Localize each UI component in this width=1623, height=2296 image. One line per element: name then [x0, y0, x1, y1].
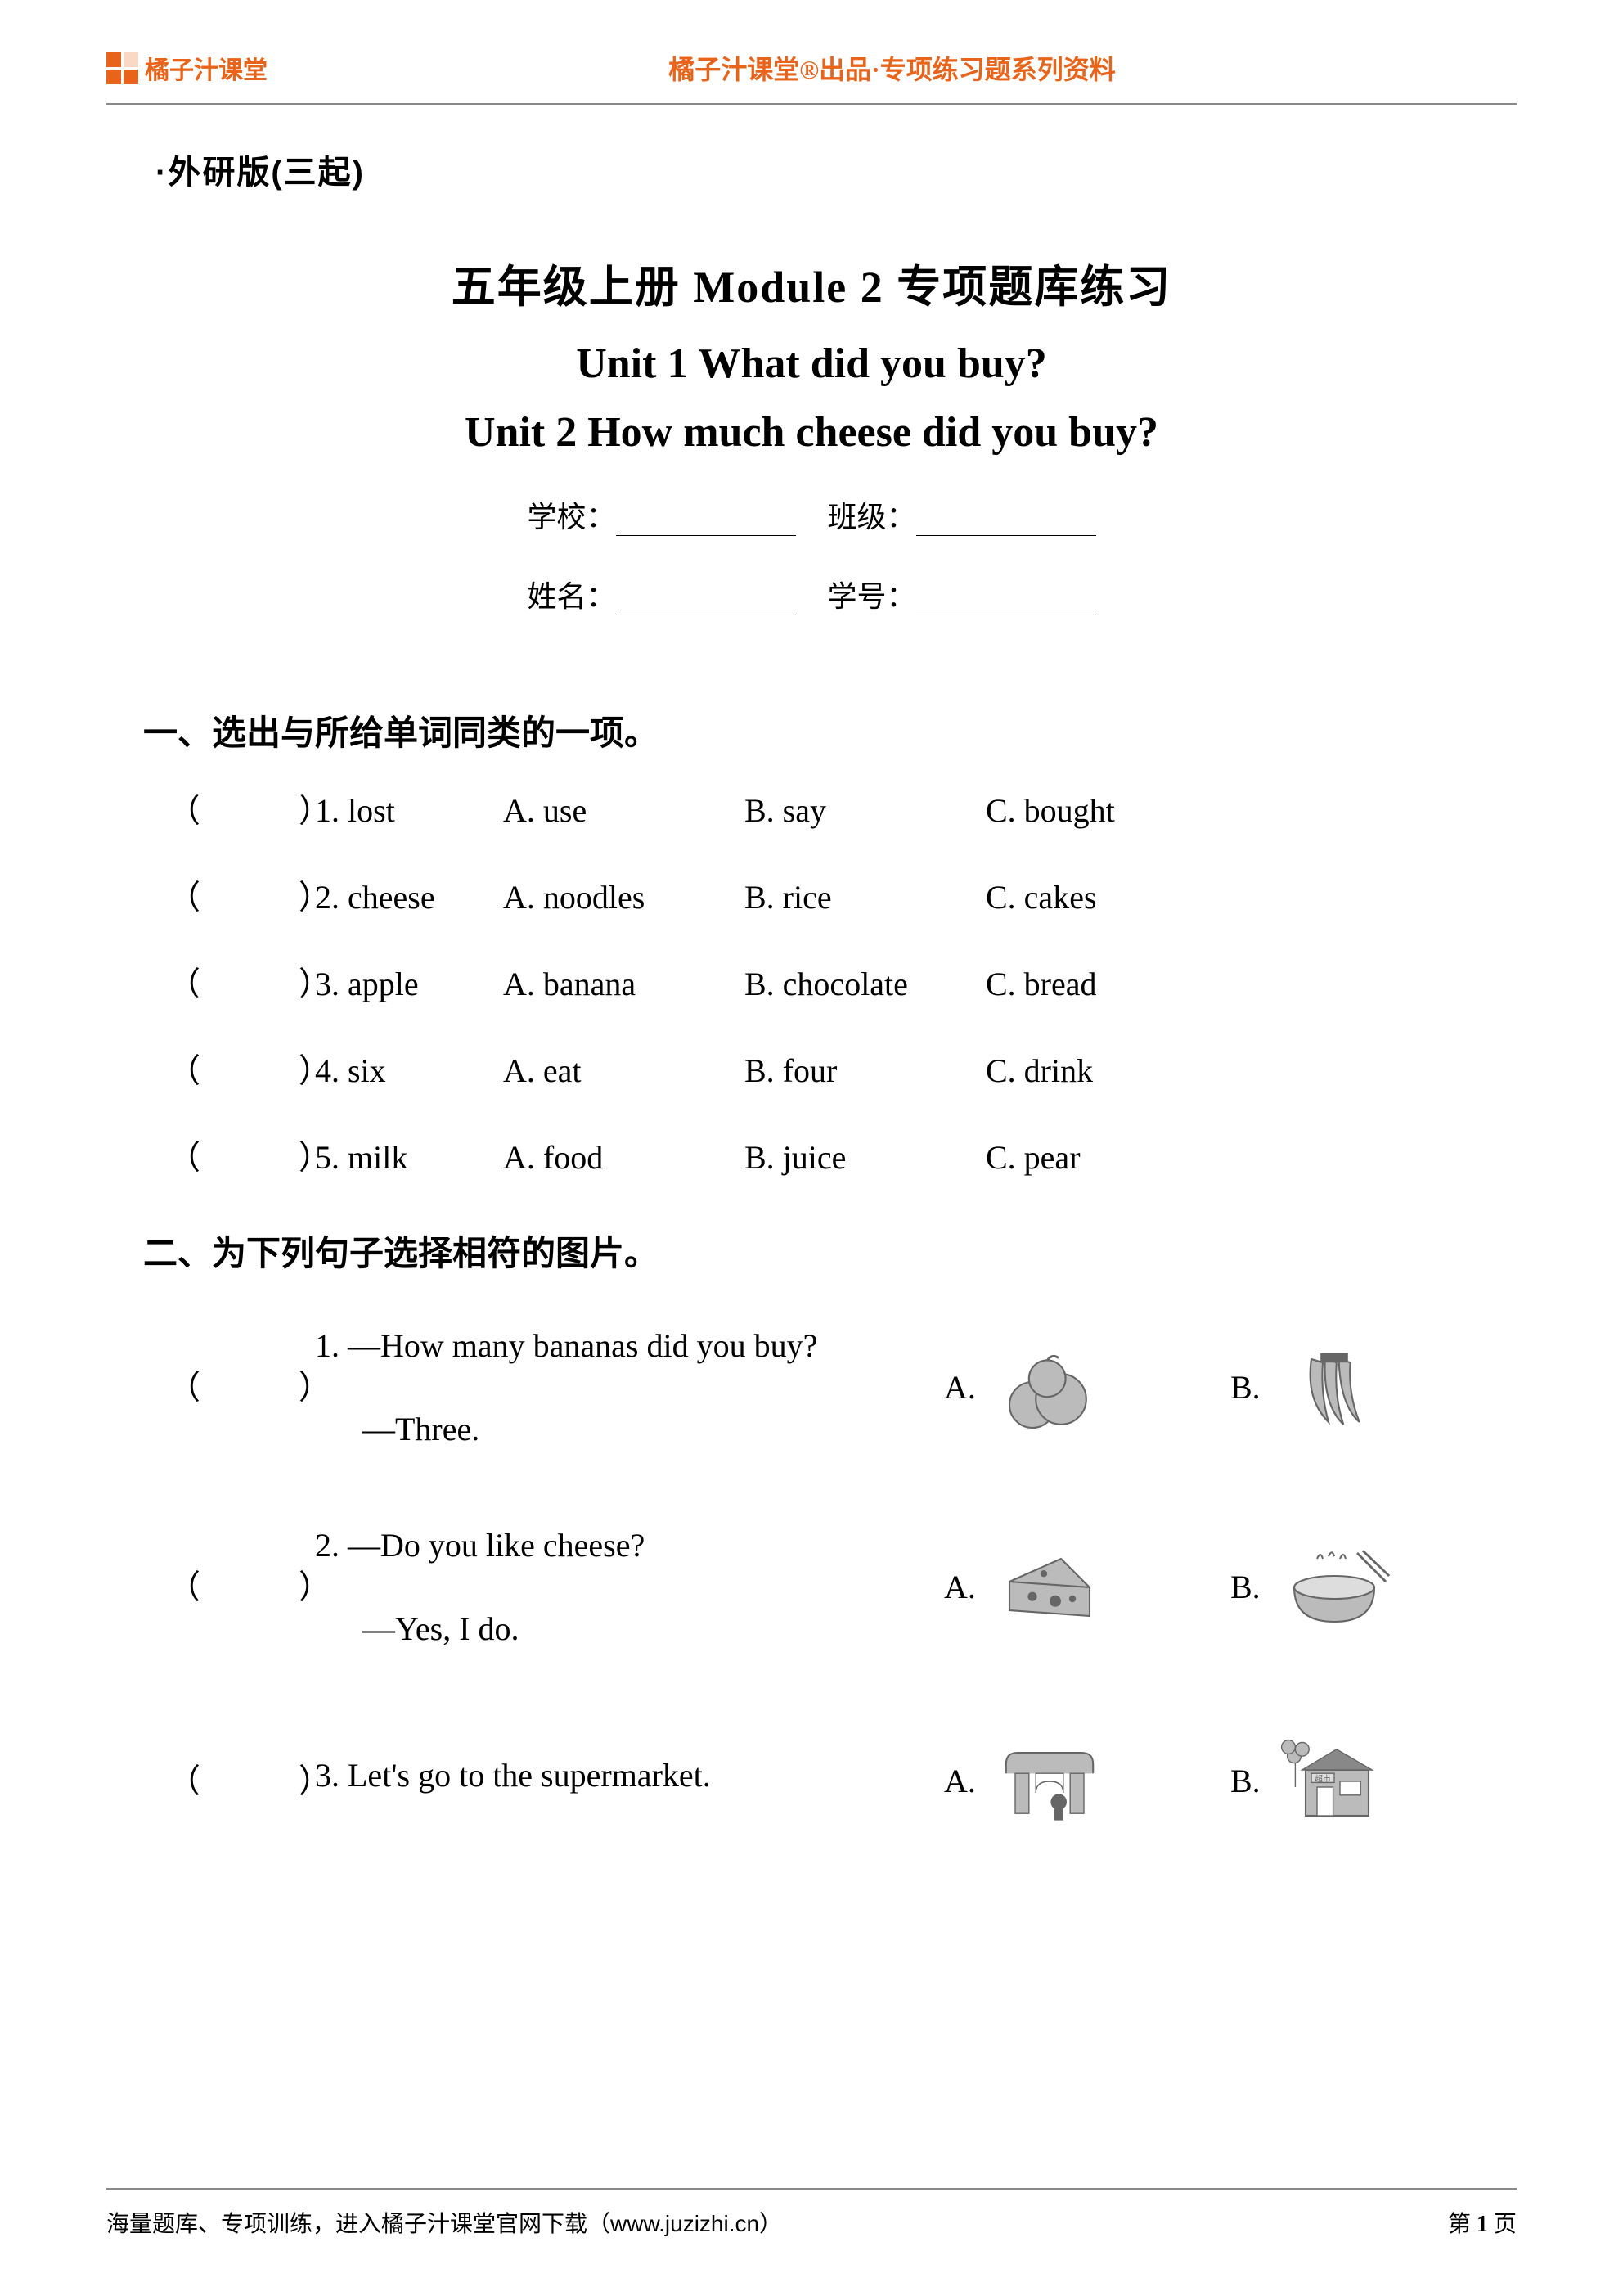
option-c: C. bread: [986, 953, 1174, 1015]
option-a: A. food: [503, 1127, 744, 1189]
question-word: 2. cheese: [315, 867, 503, 929]
question-row: （ ） 3. apple A. banana B. chocolate C. b…: [168, 953, 1517, 1015]
page-footer: 海量题库、专项训练，进入橘子汁课堂官网下载（www.juzizhi.cn） 第 …: [106, 2188, 1517, 2239]
option-a-col: A.: [944, 1538, 1230, 1636]
answer-blank[interactable]: （ ）: [168, 1558, 315, 1617]
picture-question-row: （ ） 1. —How many bananas did you buy? —T…: [168, 1317, 1517, 1459]
section-2-questions: （ ） 1. —How many bananas did you buy? —T…: [106, 1317, 1517, 1830]
option-b-label: B.: [1230, 1558, 1261, 1617]
option-a: A. eat: [503, 1040, 744, 1102]
option-a-label: A.: [944, 1358, 976, 1417]
cheese-icon: [992, 1538, 1107, 1636]
option-b: B. juice: [744, 1127, 986, 1189]
school-field: 学校：: [527, 493, 795, 536]
answer-blank[interactable]: （ ）: [168, 953, 315, 1015]
answer-blank[interactable]: （ ）: [168, 1752, 315, 1811]
option-b: B. four: [744, 1040, 986, 1102]
option-b-col: B.: [1230, 1339, 1517, 1437]
oranges-icon: [992, 1339, 1107, 1437]
question-word: 5. milk: [315, 1127, 503, 1189]
question-sentence: 2. —Do you like cheese?: [315, 1516, 944, 1575]
footer-left: 海量题库、专项训练，进入橘子汁课堂官网下载（www.juzizhi.cn）: [106, 2206, 782, 2239]
question-sentence: 3. Let's go to the supermarket.: [315, 1746, 944, 1805]
answer-blank[interactable]: （ ）: [168, 1358, 315, 1417]
id-field: 学号：: [828, 573, 1096, 615]
section-1-title: 一、选出与所给单词同类的一项。: [143, 705, 1517, 755]
question-row: （ ） 2. cheese A. noodles B. rice C. cake…: [168, 867, 1517, 929]
question-reply: —Yes, I do.: [362, 1600, 944, 1659]
question-word: 4. six: [315, 1040, 503, 1102]
option-a-label: A.: [944, 1752, 976, 1811]
option-a: A. noodles: [503, 867, 744, 929]
bananas-icon: [1277, 1339, 1391, 1437]
question-row: （ ） 5. milk A. food B. juice C. pear: [168, 1127, 1517, 1189]
question-text-block: 2. —Do you like cheese? —Yes, I do.: [315, 1516, 944, 1659]
answer-blank[interactable]: （ ）: [168, 1040, 315, 1102]
unit-2-title: Unit 2 How much cheese did you buy?: [106, 408, 1517, 457]
question-text-block: 1. —How many bananas did you buy? —Three…: [315, 1317, 944, 1459]
page-header: 橘子汁课堂 橘子汁课堂®出品·专项练习题系列资料: [106, 49, 1517, 105]
option-c: C. bought: [986, 780, 1174, 842]
class-field: 班级：: [828, 493, 1096, 536]
logo-icon: [106, 52, 138, 84]
student-info-row-1: 学校： 班级：: [106, 493, 1517, 536]
class-label: 班级：: [828, 501, 916, 533]
gate-icon: [992, 1732, 1107, 1830]
option-a-col: A.: [944, 1732, 1230, 1830]
footer-page-number: 第 1 页: [1448, 2206, 1517, 2239]
worksheet-page: 橘子汁课堂 橘子汁课堂®出品·专项练习题系列资料 ·外研版(三起) 五年级上册 …: [0, 0, 1623, 2296]
school-label: 学校：: [527, 501, 615, 533]
brand-logo: 橘子汁课堂: [106, 50, 268, 86]
option-b-label: B.: [1230, 1752, 1261, 1811]
svg-text:超市: 超市: [1315, 1773, 1331, 1784]
option-a-col: A.: [944, 1339, 1230, 1437]
question-row: （ ） 4. six A. eat B. four C. drink: [168, 1040, 1517, 1102]
question-word: 3. apple: [315, 953, 503, 1015]
name-label: 姓名：: [527, 580, 615, 613]
supermarket-icon: 超市: [1277, 1732, 1391, 1830]
version-note: ·外研版(三起): [155, 146, 1517, 193]
picture-question-row: （ ） 3. Let's go to the supermarket. A. B…: [168, 1732, 1517, 1830]
section-2-title: 二、为下列句子选择相符的图片。: [143, 1226, 1517, 1276]
answer-blank[interactable]: （ ）: [168, 780, 315, 842]
option-a: A. use: [503, 780, 744, 842]
unit-1-title: Unit 1 What did you buy?: [106, 340, 1517, 388]
option-a-label: A.: [944, 1558, 976, 1617]
header-title: 橘子汁课堂®出品·专项练习题系列资料: [668, 49, 1116, 87]
id-blank[interactable]: [916, 591, 1096, 615]
class-blank[interactable]: [916, 511, 1096, 536]
option-b: B. say: [744, 780, 986, 842]
question-sentence: 1. —How many bananas did you buy?: [315, 1317, 944, 1375]
question-text-block: 3. Let's go to the supermarket.: [315, 1746, 944, 1817]
picture-question-row: （ ） 2. —Do you like cheese? —Yes, I do. …: [168, 1516, 1517, 1659]
name-field: 姓名：: [527, 573, 795, 615]
option-b: B. chocolate: [744, 953, 986, 1015]
question-reply: —Three.: [362, 1400, 944, 1459]
option-c: C. drink: [986, 1040, 1174, 1102]
brand-text: 橘子汁课堂: [145, 50, 268, 86]
option-c: C. pear: [986, 1127, 1174, 1189]
document-title: 五年级上册 Module 2 专项题库练习: [106, 250, 1517, 315]
question-row: （ ） 1. lost A. use B. say C. bought: [168, 780, 1517, 842]
option-b-col: B. 超市: [1230, 1732, 1517, 1830]
section-1-questions: （ ） 1. lost A. use B. say C. bought （ ） …: [106, 780, 1517, 1189]
question-word: 1. lost: [315, 780, 503, 842]
option-a: A. banana: [503, 953, 744, 1015]
student-info-row-2: 姓名： 学号：: [106, 573, 1517, 615]
id-label: 学号：: [828, 580, 916, 613]
option-c: C. cakes: [986, 867, 1174, 929]
answer-blank[interactable]: （ ）: [168, 867, 315, 929]
option-b-label: B.: [1230, 1358, 1261, 1417]
option-b-col: B.: [1230, 1538, 1517, 1636]
answer-blank[interactable]: （ ）: [168, 1127, 315, 1189]
name-blank[interactable]: [616, 591, 796, 615]
school-blank[interactable]: [616, 511, 796, 536]
noodles-icon: [1277, 1538, 1391, 1636]
option-b: B. rice: [744, 867, 986, 929]
